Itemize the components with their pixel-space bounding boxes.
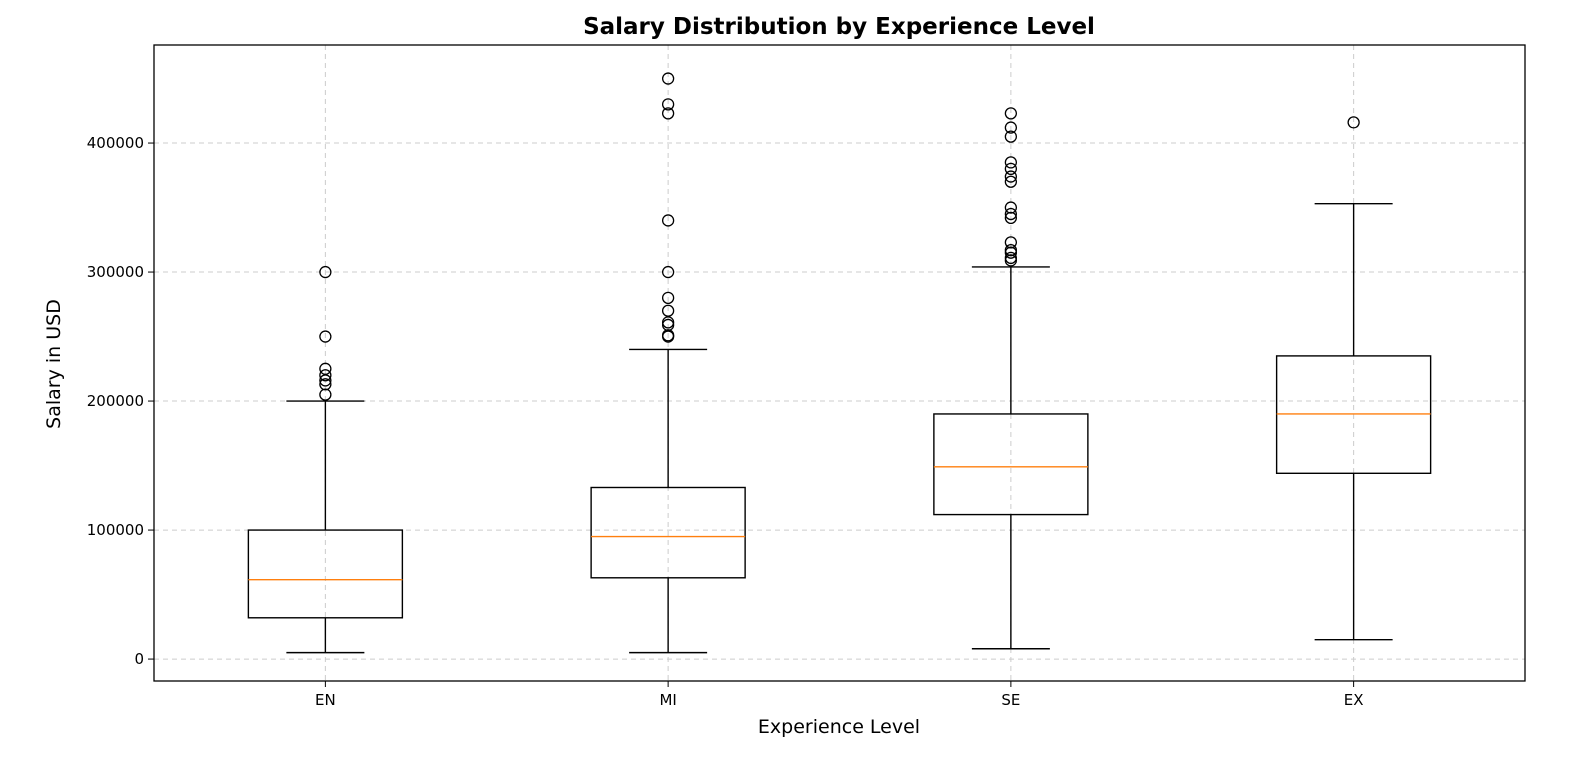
x-tick-label: MI — [659, 691, 676, 709]
outlier-point — [319, 378, 332, 391]
x-tick-label: SE — [1001, 691, 1020, 709]
outlier-point — [1004, 156, 1018, 169]
outlier-point — [1004, 162, 1018, 175]
outlier-point — [1004, 175, 1018, 188]
outlier-point — [661, 72, 675, 85]
outlier-point — [319, 362, 332, 375]
x-tick-label: EX — [1344, 691, 1364, 709]
outlier-point — [1004, 121, 1018, 134]
iqr-box — [933, 413, 1089, 516]
x-axis-label: Experience Level — [758, 716, 920, 738]
box-elements — [247, 72, 1432, 654]
y-axis-label: Salary in USD — [43, 299, 65, 429]
outlier-point — [1004, 130, 1018, 143]
y-tick-label: 100000 — [87, 521, 144, 539]
outlier-point — [661, 329, 675, 342]
y-tick-label: 400000 — [87, 134, 144, 152]
outlier-point — [661, 304, 675, 317]
outlier-point — [1004, 211, 1018, 225]
outlier-point — [661, 265, 675, 279]
outlier-point — [1004, 201, 1018, 214]
outlier-point — [319, 369, 332, 382]
box-mi — [590, 72, 746, 654]
outlier-point — [319, 265, 332, 279]
outlier-point — [661, 291, 675, 305]
iqr-box — [590, 486, 746, 579]
outlier-point — [661, 98, 675, 111]
outlier-point — [1004, 243, 1018, 257]
outlier-point — [1347, 116, 1360, 129]
y-tick-label: 200000 — [87, 392, 144, 410]
y-tick-label: 0 — [134, 650, 144, 668]
x-tick-label: EN — [315, 691, 336, 709]
box-en — [247, 265, 404, 654]
tick-elements: 0 100000 200000 300000 400000 EN MI SE EX — [87, 134, 1364, 709]
outlier-point — [1004, 107, 1018, 120]
outlier-point — [1004, 170, 1018, 183]
outlier-point — [1004, 236, 1018, 249]
box-se — [933, 107, 1089, 650]
plot-frame — [153, 44, 1526, 682]
box-ex — [1275, 116, 1432, 641]
y-tick-label: 300000 — [87, 263, 144, 281]
iqr-box — [247, 529, 404, 619]
outlier-point — [661, 214, 675, 227]
outlier-point — [1004, 207, 1018, 221]
chart-title: Salary Distribution by Experience Level — [583, 14, 1095, 40]
outlier-point — [319, 330, 332, 343]
outlier-point — [1004, 251, 1018, 265]
outlier-point — [661, 107, 675, 120]
outlier-point — [319, 388, 332, 401]
